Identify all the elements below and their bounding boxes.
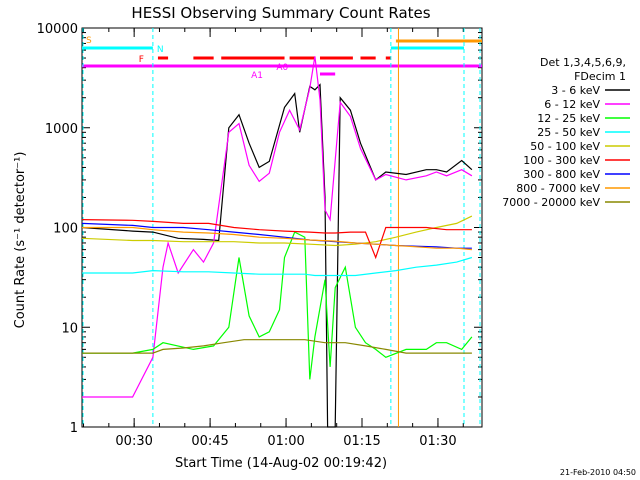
footer-timestamp: 21-Feb-2010 04:50 xyxy=(560,468,636,477)
y-tick-label: 10 xyxy=(61,321,78,336)
legend-entry-label: 50 - 100 keV xyxy=(530,140,600,153)
legend-entry-label: 3 - 6 keV xyxy=(551,84,600,97)
x-tick-label: 00:45 xyxy=(191,434,228,449)
y-tick-label: 10000 xyxy=(37,22,78,37)
legend-title: Det 1,3,4,5,6,9, xyxy=(540,56,626,69)
y-tick-label: 1000 xyxy=(45,122,78,137)
legend-entry-label: 800 - 7000 keV xyxy=(516,182,600,195)
legend-entry-label: 12 - 25 keV xyxy=(537,112,600,125)
legend-entry-label: 25 - 50 keV xyxy=(537,126,600,139)
x-tick-label: 01:00 xyxy=(267,434,304,449)
axis-ticks: 1 10 100 1000 10000 00:30 00:45 01:00 01:15 01:30 xyxy=(37,22,482,449)
state-annotations: S N F A1 A0 xyxy=(82,28,482,427)
y-tick-label: 100 xyxy=(53,222,78,237)
y-axis-label: Count Rate (s⁻¹ detector⁻¹) xyxy=(13,152,28,329)
series-line xyxy=(82,231,473,380)
series-line xyxy=(81,219,472,260)
series-group xyxy=(81,56,473,428)
legend-title: FDecim 1 xyxy=(574,70,626,83)
x-axis-label: Start Time (14-Aug-02 00:19:42) xyxy=(175,456,387,471)
x-tick-label: 01:30 xyxy=(419,434,456,449)
state-label: A0 xyxy=(276,63,288,73)
series-line xyxy=(82,339,472,354)
series-line xyxy=(81,215,473,247)
legend-entry-label: 100 - 300 keV xyxy=(523,154,600,167)
legend-entry-label: 6 - 12 keV xyxy=(544,98,600,111)
legend-entry-label: 7000 - 20000 keV xyxy=(502,196,600,209)
series-line xyxy=(82,226,472,251)
series-line xyxy=(82,256,473,277)
y-tick-label: 1 xyxy=(70,421,78,436)
state-label: S xyxy=(86,36,92,46)
legend-entry-label: 300 - 800 keV xyxy=(523,168,600,181)
state-label: F xyxy=(139,55,144,65)
state-label: N xyxy=(157,45,164,55)
state-label: A1 xyxy=(251,71,263,81)
x-tick-label: 01:15 xyxy=(343,434,380,449)
chart-title: HESSI Observing Summary Count Rates xyxy=(131,4,430,22)
series-line xyxy=(81,83,473,428)
x-tick-label: 00:30 xyxy=(115,434,152,449)
series-line xyxy=(82,56,473,398)
